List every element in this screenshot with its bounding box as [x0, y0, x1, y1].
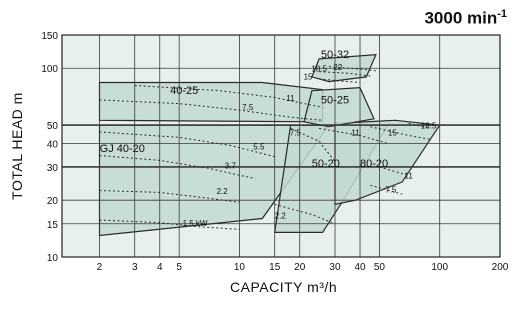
power-label: 7.5 — [385, 185, 397, 194]
x-tick-label: 40 — [354, 262, 366, 273]
power-curve — [370, 126, 431, 140]
power-curve — [99, 99, 323, 121]
x-axis-label: CAPACITY m³/h — [230, 279, 337, 295]
x-tick-label: 30 — [329, 262, 341, 273]
x-tick-label: 20 — [294, 262, 306, 273]
power-label: 18.5 — [311, 65, 327, 74]
power-curve — [408, 122, 431, 129]
plot-frame — [61, 34, 501, 258]
power-curve — [319, 78, 361, 83]
power-label: 1.5 kW — [183, 219, 208, 228]
speed-label: 3000 min-1 — [424, 8, 507, 28]
power-label: 2.2 — [217, 187, 229, 196]
power-curve — [99, 131, 275, 158]
power-curve — [379, 166, 409, 177]
y-axis-label: TOTAL HEAD m — [9, 92, 25, 200]
power-curve — [274, 203, 336, 225]
power-label: 15 — [304, 73, 313, 82]
x-tick-label: 5 — [176, 262, 182, 273]
power-label: 7.5 — [290, 129, 302, 138]
x-tick-label: 2 — [97, 262, 103, 273]
power-curve — [328, 66, 376, 72]
region-label: 50-32 — [321, 49, 349, 61]
x-tick-label: 4 — [157, 262, 163, 273]
region-label: GJ 40-20 — [100, 143, 145, 155]
x-tick-label: 50 — [374, 262, 386, 273]
y-tick-label: 10 — [47, 253, 59, 264]
x-tick-label: 200 — [492, 262, 509, 273]
power-label: 11 — [405, 172, 414, 181]
x-tick-label: 3 — [132, 262, 138, 273]
y-tick-label: 100 — [41, 64, 58, 75]
y-tick-label: 20 — [47, 196, 59, 207]
region-label: 40-25 — [170, 85, 198, 97]
power-label: 22 — [333, 63, 342, 72]
y-tick-label: 40 — [47, 139, 59, 150]
x-tick-label: 15 — [269, 262, 281, 273]
y-tick-label: 15 — [47, 220, 59, 231]
power-label: 11 — [351, 129, 360, 138]
region-label: 50-20 — [312, 158, 340, 170]
power-curve — [99, 219, 240, 230]
power-curve — [290, 127, 336, 162]
power-curve — [319, 71, 371, 77]
x-tick-label: 10 — [234, 262, 246, 273]
region-label: 50-25 — [321, 95, 349, 107]
power-label: 5.5 — [253, 143, 265, 152]
power-curve — [134, 85, 323, 108]
power-label: 18.5 — [421, 121, 437, 130]
power-label: 7.5 — [242, 103, 254, 112]
y-tick-label: 30 — [47, 163, 59, 174]
y-tick-label: 150 — [41, 31, 58, 42]
y-tick-label: 50 — [47, 121, 59, 132]
x-tick-label: 100 — [431, 262, 448, 273]
power-curve — [370, 184, 403, 195]
region-50-25 — [303, 86, 375, 128]
power-label: 15 — [388, 129, 397, 138]
power-label: 11 — [286, 94, 295, 103]
region-label: 80-20 — [360, 158, 388, 170]
power-curve — [319, 127, 388, 144]
power-label: 3.7 — [225, 161, 237, 170]
power-label: 2.2 — [275, 211, 287, 220]
